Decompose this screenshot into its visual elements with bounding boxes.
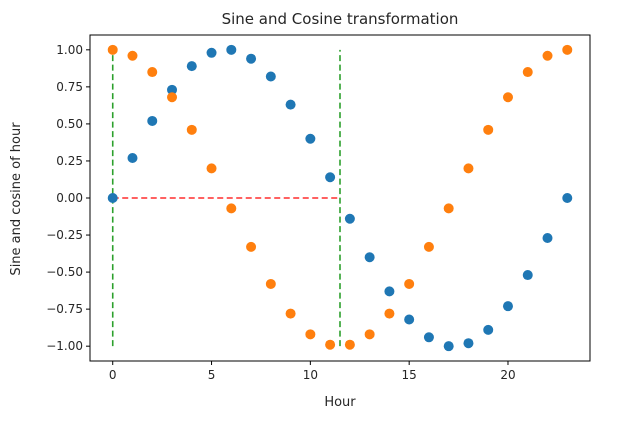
x-axis-label: Hour: [324, 395, 356, 410]
data-point: [107, 193, 118, 203]
data-point: [265, 71, 276, 82]
data-point: [107, 44, 118, 55]
data-point: [127, 50, 138, 61]
data-point: [443, 203, 454, 214]
data-point: [542, 233, 553, 244]
data-point: [285, 99, 296, 110]
data-point: [285, 308, 296, 319]
data-point: [186, 124, 197, 135]
data-point: [305, 133, 316, 144]
data-point: [542, 50, 553, 61]
x-tick-label: 15: [402, 368, 417, 382]
y-axis-label: Sine and cosine of hour: [9, 122, 24, 276]
y-tick-label: −1.00: [46, 339, 83, 353]
data-point: [206, 47, 217, 58]
data-point: [463, 338, 474, 349]
data-point: [423, 332, 434, 343]
data-point: [265, 278, 276, 289]
data-point: [364, 252, 375, 263]
x-axis-ticks: 0 5 10 15 20: [109, 361, 516, 382]
guide-lines: [111, 49, 341, 347]
data-point: [522, 270, 533, 281]
data-point: [483, 124, 494, 135]
data-point: [443, 341, 454, 352]
data-point: [147, 115, 158, 126]
data-point: [384, 308, 395, 319]
data-point: [167, 84, 178, 95]
data-point: [167, 92, 178, 103]
data-point: [384, 286, 395, 297]
x-tick-label: 20: [500, 368, 515, 382]
data-point: [147, 67, 158, 78]
data-point: [502, 92, 513, 103]
sine-series: [107, 44, 573, 352]
data-point: [206, 163, 217, 174]
data-point: [404, 278, 415, 289]
x-tick-label: 5: [208, 368, 216, 382]
y-tick-label: −0.25: [46, 228, 83, 242]
x-tick-label: 0: [109, 368, 117, 382]
data-point: [483, 324, 494, 335]
data-point: [226, 44, 237, 55]
y-tick-label: 1.00: [56, 43, 83, 57]
data-point: [226, 203, 237, 214]
data-point: [562, 193, 573, 203]
data-point: [344, 213, 355, 224]
y-tick-label: 0.00: [56, 191, 83, 205]
data-point: [522, 67, 533, 78]
data-point: [305, 329, 316, 340]
y-axis-ticks: 1.00 0.75 0.50 0.25 0.00 −0.25 −0.50 −0.75 −1.00: [46, 43, 90, 353]
data-point: [325, 339, 336, 350]
y-tick-label: −0.75: [46, 302, 83, 316]
cosine-series: [107, 44, 573, 350]
data-point: [364, 329, 375, 340]
data-point: [246, 241, 257, 252]
chart-title: Sine and Cosine transformation: [222, 10, 459, 28]
data-point: [423, 241, 434, 252]
y-tick-label: −0.50: [46, 265, 83, 279]
data-point: [344, 339, 355, 350]
data-point: [246, 53, 257, 64]
data-point: [502, 301, 513, 312]
data-point: [127, 152, 138, 163]
data-point: [463, 163, 474, 174]
y-tick-label: 0.25: [56, 154, 83, 168]
data-point: [404, 314, 415, 325]
data-point: [325, 172, 336, 183]
y-tick-label: 0.75: [56, 80, 83, 94]
data-point: [186, 61, 197, 72]
data-point: [562, 44, 573, 55]
x-tick-label: 10: [303, 368, 318, 382]
y-tick-label: 0.50: [56, 117, 83, 131]
